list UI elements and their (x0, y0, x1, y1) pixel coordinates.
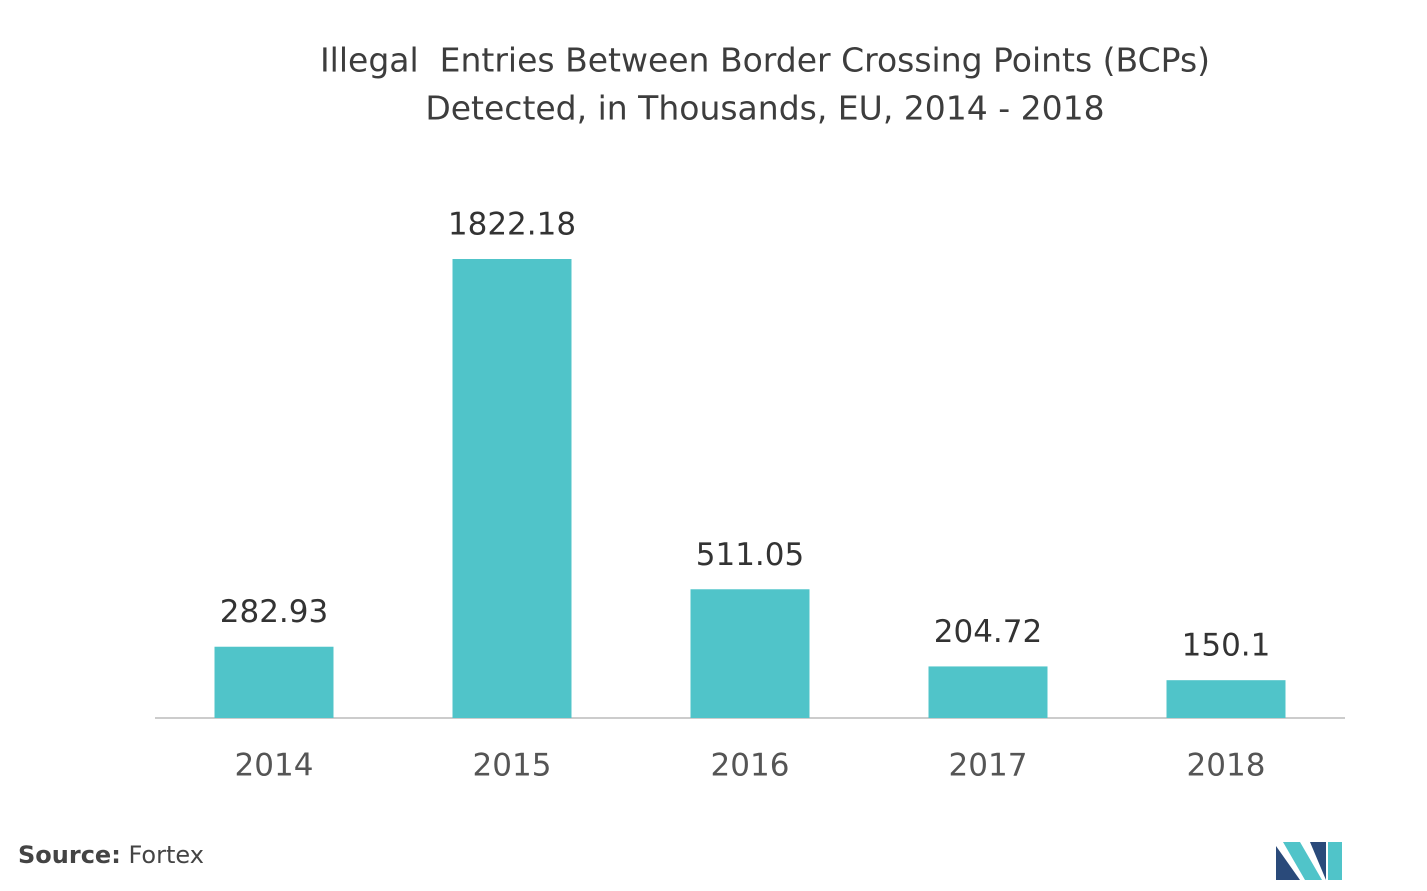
bar (214, 646, 334, 718)
chart-title: Illegal Entries Between Border Crossing … (320, 41, 1210, 80)
value-label: 511.05 (696, 537, 804, 573)
x-tick-label: 2017 (949, 748, 1028, 784)
chart-title: Detected, in Thousands, EU, 2014 - 2018 (425, 89, 1104, 128)
x-tick-label: 2015 (473, 748, 552, 784)
value-label: 150.1 (1182, 628, 1271, 664)
value-label: 1822.18 (448, 207, 576, 243)
x-tick-label: 2014 (235, 748, 314, 784)
source-label: Source: (18, 841, 121, 869)
logo (1276, 842, 1342, 880)
value-label: 204.72 (934, 614, 1042, 650)
source: Source: Fortex (18, 841, 204, 869)
bar (928, 666, 1048, 718)
x-tick-label: 2016 (711, 748, 790, 784)
bar (452, 259, 572, 718)
bar (690, 589, 810, 718)
value-label: 282.93 (220, 594, 328, 630)
x-tick-label: 2018 (1187, 748, 1266, 784)
bar (1166, 680, 1286, 718)
source-name: Fortex (128, 841, 203, 869)
